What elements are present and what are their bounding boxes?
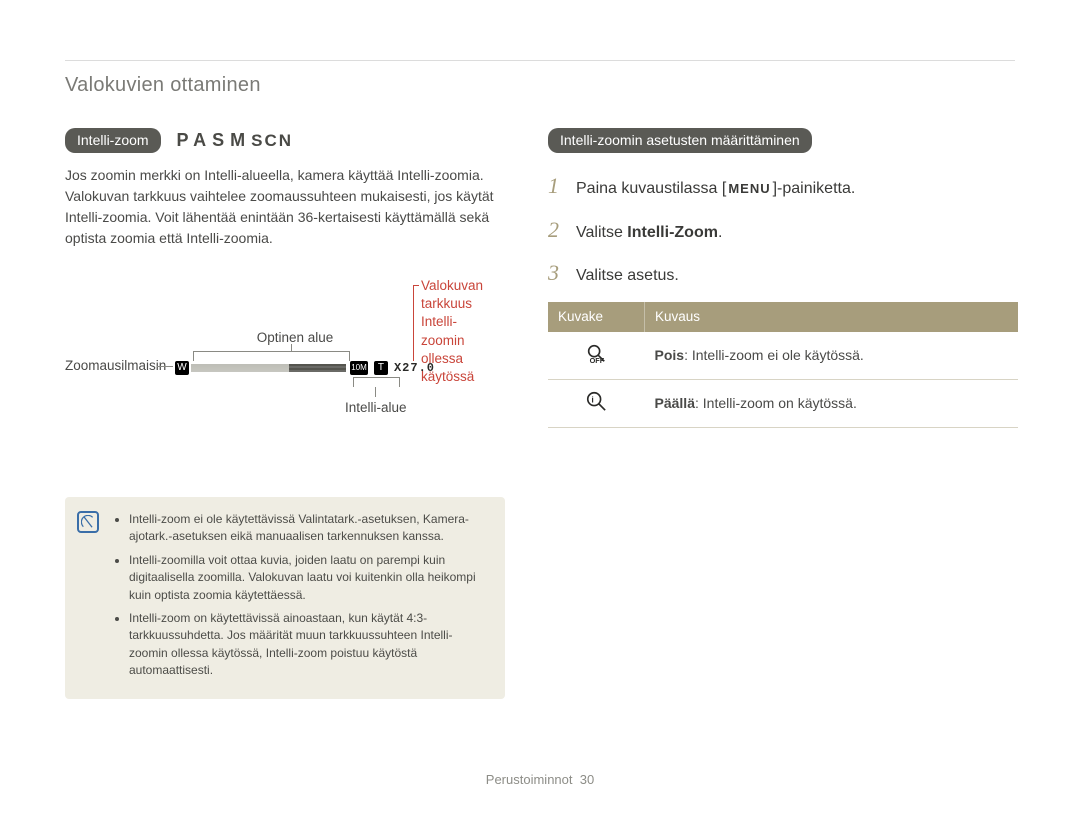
zoom-w-icon: W: [175, 361, 189, 375]
note-item: Intelli-zoomilla voit ottaa kuvia, joide…: [129, 552, 491, 604]
zoom-value: X27.0: [394, 360, 435, 376]
step-2-bold: Intelli-Zoom: [627, 224, 718, 241]
cell-desc: Päällä: Intelli-zoom on käytössä.: [645, 380, 1019, 428]
cell-icon-off: OFF: [548, 332, 645, 379]
options-table: Kuvake Kuvaus OFF: [548, 302, 1018, 428]
step-text: Valitse Intelli-Zoom.: [576, 222, 722, 244]
note-icon: [77, 511, 99, 533]
note-list: Intelli-zoom ei ole käytettävissä Valint…: [115, 511, 491, 680]
bracket-optical-left: [193, 351, 194, 361]
mode-a: A: [193, 130, 212, 150]
page-footer: Perustoiminnot 30: [0, 771, 1080, 789]
feature-badge: Intelli-zoom: [65, 128, 161, 153]
table-row: i Päällä: Intelli-zoom on käytössä.: [548, 380, 1018, 428]
note-item: Intelli-zoom ei ole käytettävissä Valint…: [129, 511, 491, 546]
note-box: Intelli-zoom ei ole käytettävissä Valint…: [65, 497, 505, 700]
step-num: 2: [548, 215, 576, 245]
svg-text:OFF: OFF: [590, 356, 605, 364]
zoom-track: [191, 364, 346, 372]
steps-list: 1 Paina kuvaustilassa [MENU]-painiketta.…: [548, 171, 1018, 288]
mode-letters: PASMSCN: [176, 128, 293, 153]
step-1: 1 Paina kuvaustilassa [MENU]-painiketta.: [548, 171, 1018, 201]
zoom-intelli-segment: [289, 364, 346, 372]
zoom-optical-segment: [191, 364, 290, 372]
label-zoom-indicator: Zoomausilmaisin: [65, 357, 166, 375]
section-title: Valokuvien ottaminen: [65, 72, 261, 99]
mode-p: P: [176, 130, 193, 150]
zoom-diagram: Zoomausilmaisin Optinen alue Valokuvan t…: [65, 277, 505, 457]
step-text: Valitse asetus.: [576, 265, 679, 287]
note-item: Intelli-zoom on käytettävissä ainoastaan…: [129, 610, 491, 680]
bracket-intelli-right: [399, 377, 400, 387]
bracket-optical-stem: [291, 344, 292, 351]
menu-key: MENU: [726, 180, 772, 198]
callout-line-red-h: [413, 285, 419, 286]
header-rule: [65, 60, 1015, 61]
step-1-post: ]-painiketta.: [773, 180, 856, 197]
zoom-bar: W 10M T X27.0: [175, 361, 435, 375]
intelli-on-icon: i: [585, 390, 607, 412]
mode-s: S: [212, 130, 230, 150]
step-2-pre: Valitse: [576, 224, 627, 241]
intro-paragraph: Jos zoomin merkki on Intelli-alueella, k…: [65, 165, 505, 249]
mode-scn: SCN: [251, 131, 293, 150]
zoom-mp-icon: 10M: [350, 361, 368, 375]
step-num: 3: [548, 258, 576, 288]
row-bold: Päällä: [655, 395, 695, 411]
settings-badge: Intelli-zoomin asetusten määrittäminen: [548, 128, 812, 153]
step-text: Paina kuvaustilassa [MENU]-painiketta.: [576, 178, 855, 200]
callout-line: [157, 366, 173, 367]
step-1-pre: Paina kuvaustilassa [: [576, 180, 726, 197]
row-bold: Pois: [655, 347, 685, 363]
bracket-optical-right: [349, 351, 350, 361]
label-optical-range: Optinen alue: [245, 329, 345, 347]
bracket-intelli-top: [353, 377, 399, 378]
left-column: Intelli-zoom PASMSCN Jos zoomin merkki o…: [65, 128, 505, 699]
table-row: OFF Pois: Intelli-zoom ei ole käytössä.: [548, 332, 1018, 379]
step-2: 2 Valitse Intelli-Zoom.: [548, 215, 1018, 245]
footer-label: Perustoiminnot: [486, 772, 573, 787]
label-intelli-range: Intelli-alue: [345, 399, 407, 417]
cell-icon-on: i: [548, 380, 645, 428]
svg-text:i: i: [592, 394, 594, 404]
step-2-post: .: [718, 224, 722, 241]
manual-page: Valokuvien ottaminen Intelli-zoom PASMSC…: [0, 0, 1080, 815]
bracket-intelli-stem: [375, 387, 376, 397]
row-rest: : Intelli-zoom on käytössä.: [695, 395, 857, 411]
cell-desc: Pois: Intelli-zoom ei ole käytössä.: [645, 332, 1019, 379]
th-icon: Kuvake: [548, 302, 645, 332]
bracket-optical-top: [193, 351, 349, 352]
callout-line-red-v: [413, 285, 414, 361]
step-3: 3 Valitse asetus.: [548, 258, 1018, 288]
right-column: Intelli-zoomin asetusten määrittäminen 1…: [548, 128, 1018, 428]
footer-page: 30: [580, 772, 594, 787]
mode-m: M: [230, 130, 251, 150]
bracket-intelli-left: [353, 377, 354, 387]
th-desc: Kuvaus: [645, 302, 1019, 332]
step-num: 1: [548, 171, 576, 201]
zoom-t-icon: T: [374, 361, 388, 375]
row-rest: : Intelli-zoom ei ole käytössä.: [684, 347, 864, 363]
intelli-off-icon: OFF: [585, 342, 607, 364]
